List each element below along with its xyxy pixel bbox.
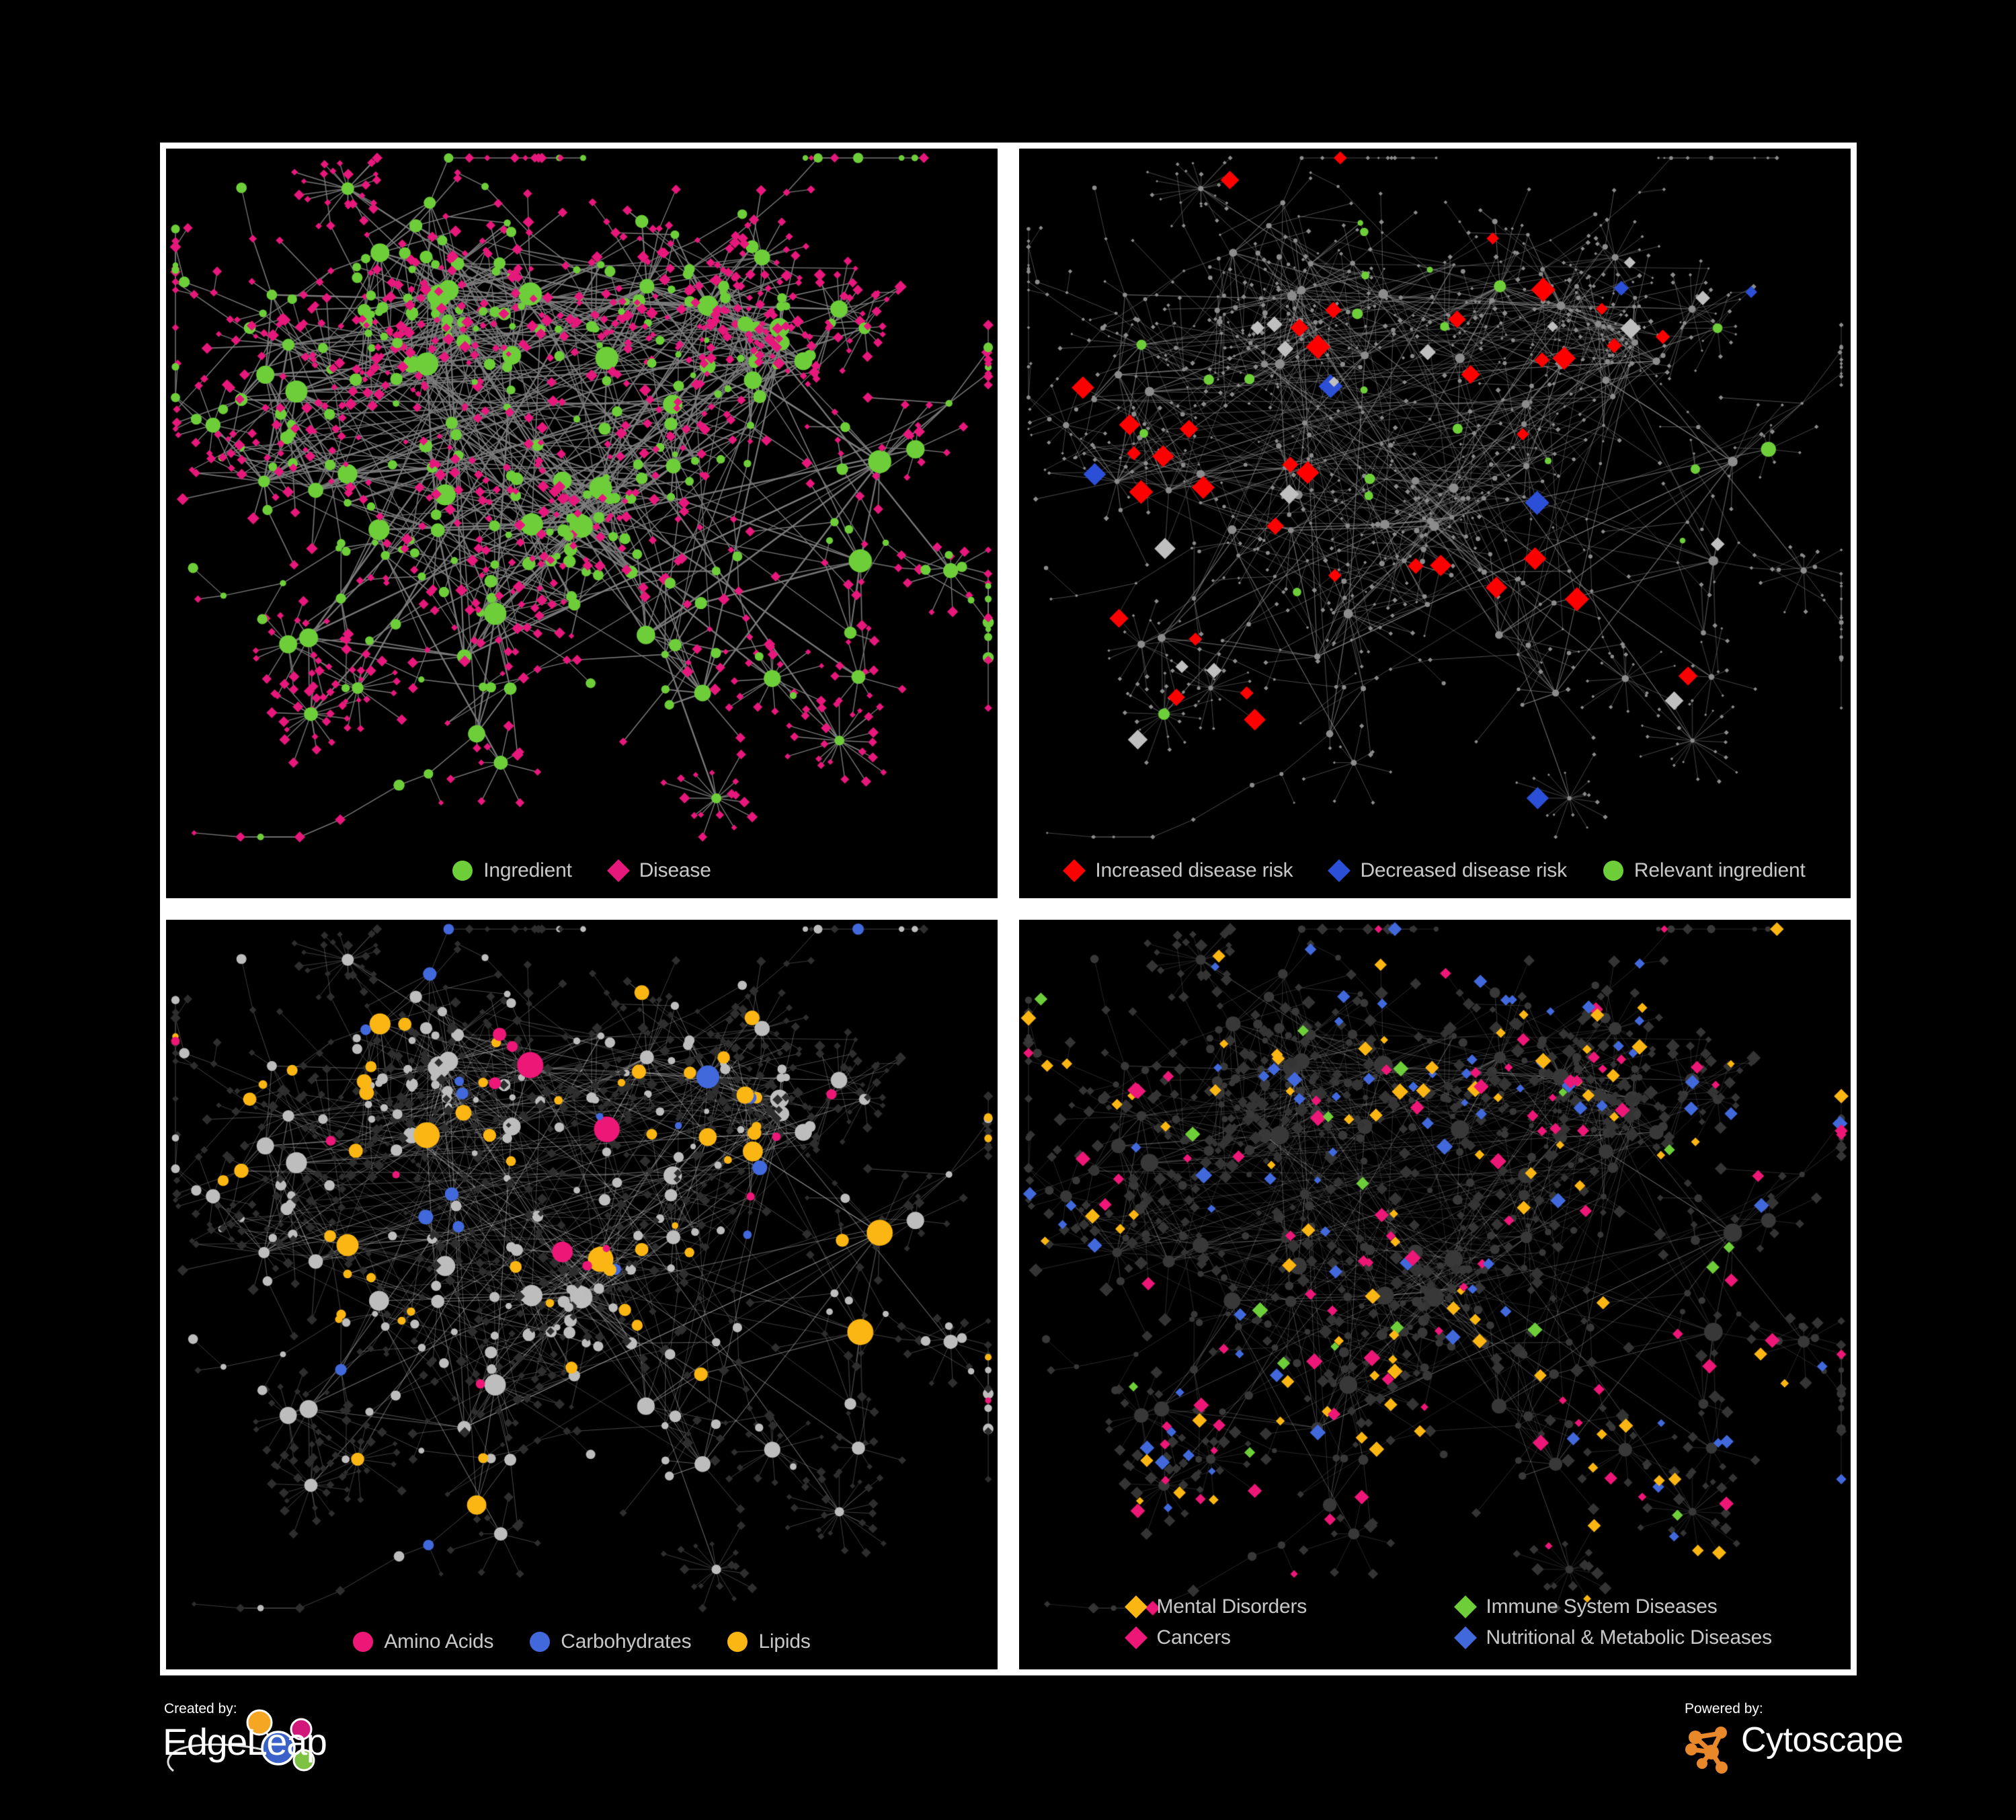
legend-item-label: Decreased disease risk xyxy=(1360,859,1567,881)
cytoscape-logo[interactable]: Powered by: Cytoscape xyxy=(1679,1701,1908,1788)
legend-item-label: Nutritional & Metabolic Diseases xyxy=(1486,1626,1773,1649)
legend-ingredient-disease: Ingredient Disease xyxy=(166,859,998,882)
panel-grid: Ingredient Disease Increased disease ris… xyxy=(160,143,1857,1675)
legend-item[interactable]: Relevant ingredient xyxy=(1603,859,1806,882)
legend-item-label: Relevant ingredient xyxy=(1634,859,1806,881)
cancers-diamond-icon xyxy=(1124,1626,1147,1649)
network-canvas-disease-risk[interactable] xyxy=(1019,149,1851,898)
cytoscape-wordmark: Cytoscape xyxy=(1741,1720,1904,1759)
legend-item[interactable]: Mental Disorders xyxy=(1124,1595,1415,1618)
legend-item[interactable]: Increased disease risk xyxy=(1063,859,1293,882)
ingredient-circle-icon xyxy=(452,861,473,881)
legend-item-label: Mental Disorders xyxy=(1156,1595,1307,1618)
legend-item[interactable]: Lipids xyxy=(727,1630,811,1653)
amino-acids-circle-icon xyxy=(353,1632,374,1652)
legend-item[interactable]: Cancers xyxy=(1124,1626,1415,1649)
legend-nutrient-class: Amino Acids Carbohydrates Lipids xyxy=(166,1630,998,1653)
legend-item[interactable]: Amino Acids xyxy=(353,1630,493,1653)
edgeleap-network-mark xyxy=(167,1709,315,1772)
legend-item-label: Ingredient xyxy=(483,859,572,881)
carbohydrates-circle-icon xyxy=(530,1632,551,1652)
panel-disease-risk[interactable]: Increased disease risk Decreased disease… xyxy=(1013,143,1857,904)
lipids-circle-icon xyxy=(727,1632,748,1652)
legend-item-label: Amino Acids xyxy=(384,1630,494,1653)
nutritional-metabolic-diseases-diamond-icon xyxy=(1453,1626,1477,1649)
relevant-ingredient-circle-icon xyxy=(1603,861,1623,881)
edgeleap-wordmark: EdgeLeap xyxy=(163,1720,327,1763)
immune-system-diseases-diamond-icon xyxy=(1453,1595,1477,1618)
legend-item[interactable]: Carbohydrates xyxy=(530,1630,692,1653)
footer: Created by: EdgeLeap Powe xyxy=(0,1688,2016,1815)
decreased-risk-diamond-icon xyxy=(1328,859,1351,882)
legend-item-label: Cancers xyxy=(1156,1626,1232,1649)
legend-item[interactable]: Decreased disease risk xyxy=(1328,859,1567,882)
panel-disease-class[interactable]: Mental Disorders Immune System Diseases … xyxy=(1013,914,1857,1675)
legend-item-label: Carbohydrates xyxy=(561,1630,692,1653)
network-canvas-disease-class[interactable] xyxy=(1019,920,1851,1669)
powered-by-label: Powered by: xyxy=(1685,1701,1763,1716)
legend-item[interactable]: Disease xyxy=(606,859,711,882)
panel-nutrient-class[interactable]: Amino Acids Carbohydrates Lipids xyxy=(160,914,1004,1675)
legend-item[interactable]: Ingredient xyxy=(452,859,572,882)
legend-disease-class: Mental Disorders Immune System Diseases … xyxy=(1019,1595,1851,1649)
cytoscape-network-icon xyxy=(1685,1727,1728,1774)
edgeleap-logo[interactable]: Created by: EdgeLeap xyxy=(159,1701,380,1788)
legend-item-label: Lipids xyxy=(758,1630,811,1653)
legend-item[interactable]: Nutritional & Metabolic Diseases xyxy=(1453,1626,1772,1649)
disease-diamond-icon xyxy=(606,859,630,882)
panel-ingredient-disease[interactable]: Ingredient Disease xyxy=(160,143,1004,904)
legend-item-label: Increased disease risk xyxy=(1095,859,1293,881)
mental-disorders-diamond-icon xyxy=(1124,1595,1147,1618)
legend-disease-risk: Increased disease risk Decreased disease… xyxy=(1019,859,1851,882)
network-canvas-nutrient-class[interactable] xyxy=(166,920,998,1669)
created-by-label: Created by: xyxy=(164,1701,237,1716)
network-canvas-ingredient-disease[interactable] xyxy=(166,149,998,898)
legend-item-label: Immune System Diseases xyxy=(1486,1595,1718,1618)
legend-item[interactable]: Immune System Diseases xyxy=(1453,1595,1744,1618)
increased-risk-diamond-icon xyxy=(1063,859,1086,882)
legend-item-label: Disease xyxy=(639,859,711,881)
